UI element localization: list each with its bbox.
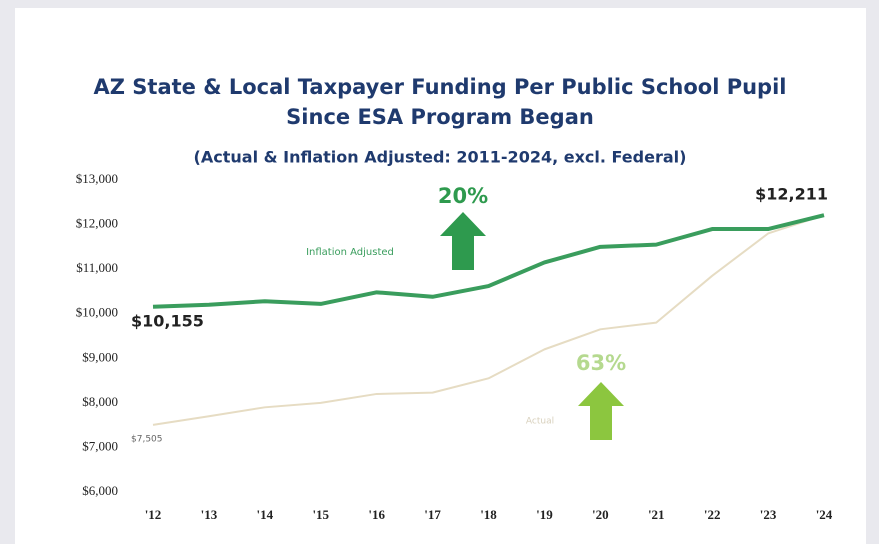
y-tick-label: $7,000 <box>82 438 118 453</box>
chart-title: Since ESA Program Began <box>286 105 594 129</box>
annotation: 20% <box>438 184 488 208</box>
x-tick-label: '16 <box>368 507 385 522</box>
x-tick-label: '19 <box>536 507 553 522</box>
x-tick-label: '14 <box>257 507 274 522</box>
data-label: $10,155 <box>131 311 204 330</box>
series-label: Actual <box>526 417 554 427</box>
x-tick-label: '23 <box>760 507 777 522</box>
x-tick-label: '13 <box>201 507 218 522</box>
x-tick-label: '17 <box>424 507 441 522</box>
y-tick-label: $6,000 <box>82 483 118 498</box>
y-tick-label: $8,000 <box>82 394 118 409</box>
chart-title: AZ State & Local Taxpayer Funding Per Pu… <box>94 75 787 99</box>
y-tick-label: $11,000 <box>76 260 118 275</box>
card <box>15 8 866 544</box>
x-tick-label: '20 <box>592 507 609 522</box>
x-tick-label: '18 <box>480 507 497 522</box>
y-tick-label: $9,000 <box>82 349 118 364</box>
arrow <box>578 382 624 440</box>
x-tick-label: '15 <box>312 507 329 522</box>
x-tick-label: '12 <box>145 507 162 522</box>
data-label: $7,505 <box>131 434 163 444</box>
data-label: $12,211 <box>755 185 828 204</box>
arrow <box>440 212 486 270</box>
annotation: 63% <box>576 351 626 375</box>
series-line <box>152 214 825 426</box>
series-label: Inflation Adjusted <box>306 247 394 258</box>
y-tick-label: $12,000 <box>76 216 118 231</box>
x-tick-label: '21 <box>648 507 665 522</box>
y-tick-label: $13,000 <box>76 171 118 186</box>
y-tick-label: $10,000 <box>76 305 118 320</box>
chart-subtitle: (Actual & Inflation Adjusted: 2011-2024,… <box>194 148 687 167</box>
series-line <box>152 213 825 309</box>
x-tick-label: '22 <box>704 507 721 522</box>
x-tick-label: '24 <box>816 507 833 522</box>
